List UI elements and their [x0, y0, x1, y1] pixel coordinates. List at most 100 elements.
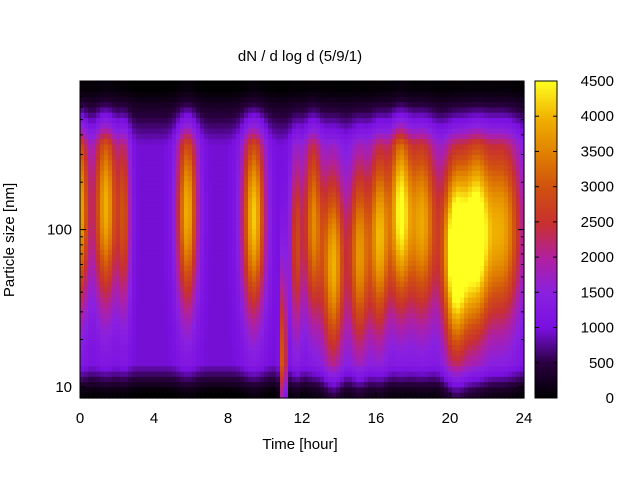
heatmap-cell	[464, 176, 469, 182]
heatmap-cell	[512, 223, 517, 230]
heatmap-cell	[256, 271, 261, 278]
heatmap-cell	[200, 228, 205, 235]
heatmap-cell	[120, 223, 125, 230]
heatmap-cell	[488, 91, 493, 98]
heatmap-cell	[308, 81, 313, 87]
heatmap-cell	[460, 313, 465, 320]
heatmap-cell	[216, 265, 221, 272]
heatmap-cell	[436, 260, 441, 267]
heatmap-cell	[180, 223, 185, 230]
heatmap-cell	[424, 197, 429, 204]
heatmap-cell	[312, 144, 317, 151]
heatmap-cell	[132, 144, 137, 151]
heatmap-cell	[460, 228, 465, 235]
heatmap-cell	[164, 176, 169, 182]
heatmap-cell	[140, 170, 145, 177]
heatmap-cell	[228, 250, 233, 256]
heatmap-cell	[276, 271, 281, 278]
heatmap-cell	[132, 228, 137, 235]
heatmap-cell	[172, 202, 177, 209]
heatmap-cell	[344, 133, 349, 140]
heatmap-cell	[412, 197, 417, 204]
heatmap-cell	[228, 276, 233, 283]
heatmap-cell	[220, 144, 225, 151]
heatmap-cell	[312, 250, 317, 256]
heatmap-cell	[164, 228, 169, 235]
heatmap-cell	[384, 191, 389, 198]
heatmap-cell	[396, 123, 401, 130]
heatmap-cell	[164, 139, 169, 145]
heatmap-cell	[340, 213, 345, 219]
heatmap-cell	[492, 117, 497, 124]
heatmap-cell	[328, 297, 333, 304]
heatmap-cell	[212, 292, 217, 299]
heatmap-cell	[204, 239, 209, 246]
heatmap-cell	[320, 271, 325, 278]
heatmap-cell	[180, 96, 185, 103]
heatmap-cell	[112, 271, 117, 278]
heatmap-cell	[144, 144, 149, 151]
heatmap-cell	[480, 271, 485, 278]
heatmap-cell	[200, 170, 205, 177]
heatmap-cell	[504, 144, 509, 151]
heatmap-cell	[124, 276, 129, 283]
heatmap-cell	[400, 302, 405, 309]
heatmap-cell	[428, 287, 433, 293]
heatmap-cell	[420, 81, 425, 87]
heatmap-cell	[376, 176, 381, 182]
heatmap-cell	[256, 244, 261, 251]
heatmap-cell	[228, 133, 233, 140]
heatmap-cell	[376, 297, 381, 304]
heatmap-cell	[364, 144, 369, 151]
heatmap-cell	[328, 302, 333, 309]
heatmap-cell	[172, 123, 177, 130]
heatmap-cell	[428, 265, 433, 272]
heatmap-cell	[388, 234, 393, 241]
heatmap-cell	[324, 181, 329, 188]
heatmap-cell	[332, 260, 337, 267]
heatmap-cell	[408, 308, 413, 315]
heatmap-cell	[280, 302, 285, 309]
heatmap-cell	[432, 117, 437, 124]
heatmap-cell	[380, 260, 385, 267]
heatmap-cell	[428, 107, 433, 114]
heatmap-cell	[296, 191, 301, 198]
heatmap-cell	[400, 313, 405, 320]
heatmap-cell	[152, 128, 157, 135]
heatmap-cell	[488, 239, 493, 246]
heatmap-cell	[136, 260, 141, 267]
heatmap-cell	[228, 297, 233, 304]
heatmap-cell	[356, 265, 361, 272]
heatmap-cell	[236, 144, 241, 151]
heatmap-cell	[484, 313, 489, 320]
heatmap-cell	[328, 276, 333, 283]
heatmap-cell	[376, 91, 381, 98]
heatmap-cell	[416, 276, 421, 283]
heatmap-cell	[396, 197, 401, 204]
heatmap-cell	[132, 112, 137, 119]
heatmap-cell	[184, 149, 189, 156]
heatmap-cell	[516, 260, 521, 267]
heatmap-cell	[228, 218, 233, 225]
heatmap-cell	[284, 191, 289, 198]
heatmap-cell	[96, 102, 101, 109]
heatmap-cell	[144, 181, 149, 188]
heatmap-cell	[472, 170, 477, 177]
heatmap-cell	[424, 255, 429, 262]
heatmap-cell	[88, 202, 93, 209]
heatmap-cell	[328, 176, 333, 182]
heatmap-cell	[176, 112, 181, 119]
heatmap-cell	[212, 133, 217, 140]
heatmap-cell	[428, 213, 433, 219]
heatmap-cell	[224, 223, 229, 230]
heatmap-cell	[472, 197, 477, 204]
heatmap-cell	[204, 308, 209, 315]
heatmap-cell	[244, 133, 249, 140]
heatmap-cell	[380, 271, 385, 278]
heatmap-cell	[396, 139, 401, 145]
heatmap-cell	[356, 186, 361, 193]
heatmap-cell	[148, 197, 153, 204]
heatmap-cell	[228, 265, 233, 272]
heatmap-cell	[92, 228, 97, 235]
